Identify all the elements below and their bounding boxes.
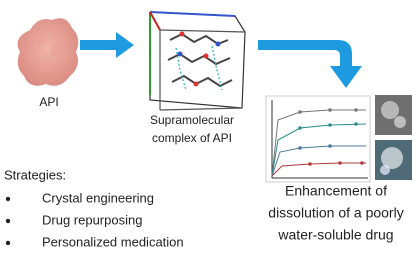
arrow [80,32,134,58]
sample-photo [375,140,412,180]
api-label: API [39,95,58,109]
result-label: water-soluble drug [277,227,393,243]
diagram: API Supramolecular complex of API [0,0,420,253]
arrow [258,40,362,88]
complex-label: complex of API [152,131,232,145]
result-label: dissolution of a poorly [268,205,403,221]
strategies-title: Strategies: [4,167,66,182]
crystal-structure [150,12,245,110]
strategy-item: Personalized medication [42,234,184,249]
sample-photo [375,95,412,135]
strategy-item: Drug repurposing [42,212,142,227]
complex-label: Supramolecular [150,113,234,127]
result-label: Enhancement of [285,183,387,199]
api-particle [18,18,79,86]
strategy-list: Crystal engineering Drug repurposing Per… [6,190,184,249]
strategy-item: Crystal engineering [42,190,154,205]
dissolution-graph [266,96,370,182]
